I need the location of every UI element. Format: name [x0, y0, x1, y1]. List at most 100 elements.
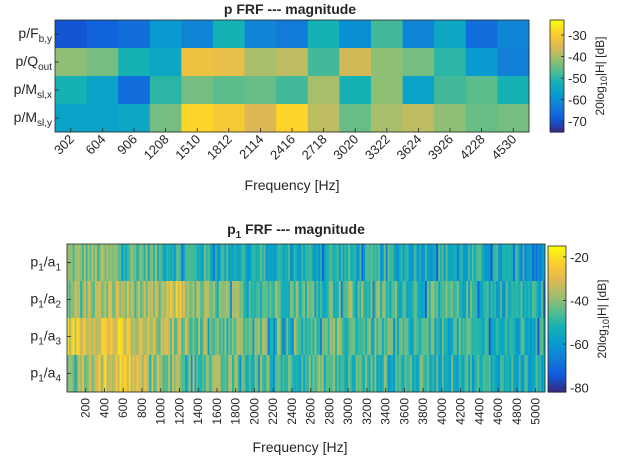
bottom-heatmap-cell: [211, 318, 214, 356]
bottom-row-label: p1/a3: [30, 328, 61, 348]
bottom-heatmap-cell: [241, 355, 244, 393]
bottom-heatmap-cell: [329, 281, 332, 319]
bottom-x-tick-label: 3600: [397, 398, 411, 425]
bottom-heatmap-cell: [395, 355, 398, 393]
top-heatmap-cell: [465, 76, 498, 105]
top-heatmap-cell: [55, 48, 87, 77]
bottom-heatmap-cell: [312, 244, 315, 282]
bottom-heatmap-cell: [518, 244, 521, 282]
bottom-heatmap-cell: [411, 318, 415, 356]
bottom-heatmap-cell: [218, 355, 222, 393]
bottom-heatmap-cell: [494, 244, 497, 282]
bottom-heatmap-cell: [503, 318, 506, 356]
bottom-heatmap-cell: [486, 318, 490, 356]
top-heatmap-cell: [402, 20, 435, 49]
bottom-heatmap-cell: [378, 355, 381, 393]
bottom-heatmap-cell: [393, 318, 396, 356]
bottom-heatmap-cell: [243, 355, 246, 393]
bottom-heatmap-cell: [76, 355, 79, 393]
bottom-heatmap-cell: [147, 355, 150, 393]
bottom-heatmap-cell: [295, 244, 298, 282]
top-heatmap-cell: [55, 20, 87, 49]
bottom-heatmap-cell: [396, 355, 400, 393]
bottom-heatmap-cell: [293, 281, 296, 319]
bottom-heatmap-cell: [387, 318, 390, 356]
bottom-heatmap-cell: [218, 318, 222, 356]
bottom-colorbar-segment: [548, 270, 566, 274]
bottom-heatmap-cell: [239, 318, 242, 356]
bottom-heatmap-cell: [393, 281, 396, 319]
bottom-heatmap-cell: [383, 318, 386, 356]
bottom-colorbar-tick-label: -60: [570, 337, 589, 352]
bottom-heatmap-cell: [451, 244, 454, 282]
bottom-heatmap-cell: [402, 355, 405, 393]
top-colorbar-segment: [550, 46, 564, 49]
bottom-heatmap-cell: [224, 281, 227, 319]
bottom-colorbar-segment: [548, 374, 566, 378]
bottom-heatmap-cell: [190, 244, 193, 282]
bottom-heatmap-cell: [276, 281, 280, 319]
bottom-heatmap-cell: [252, 355, 255, 393]
bottom-heatmap-cell: [290, 244, 293, 282]
top-colorbar-segment: [550, 53, 564, 57]
bottom-colorbar-label: 20log10|H| [dB]: [595, 280, 611, 359]
bottom-heatmap-cell: [351, 355, 355, 393]
bottom-heatmap-cell: [466, 318, 469, 356]
bottom-heatmap-cell: [119, 355, 122, 393]
bottom-heatmap-cell: [346, 281, 349, 319]
bottom-heatmap-cell: [325, 355, 328, 393]
bottom-colorbar-segment: [548, 382, 566, 386]
bottom-heatmap-cell: [359, 355, 362, 393]
bottom-heatmap-cell: [303, 355, 306, 393]
top-heatmap-cell: [307, 20, 340, 49]
bottom-heatmap-cell: [284, 355, 287, 393]
bottom-heatmap-cell: [483, 281, 486, 319]
bottom-heatmap-cell: [224, 244, 227, 282]
bottom-heatmap-cell: [106, 281, 109, 319]
bottom-heatmap-cell: [464, 355, 467, 393]
bottom-heatmap-cell: [421, 244, 424, 282]
bottom-heatmap-cell: [271, 318, 274, 356]
bottom-colorbar-segment: [548, 319, 566, 323]
bottom-heatmap-cell: [323, 355, 326, 393]
bottom-heatmap-cell: [413, 244, 416, 282]
bottom-heatmap-cell: [336, 244, 340, 282]
bottom-heatmap-cell: [126, 355, 130, 393]
bottom-heatmap-cell: [321, 244, 325, 282]
bottom-heatmap-cell: [155, 318, 158, 356]
bottom-heatmap-cell: [496, 318, 499, 356]
top-colorbar-segment: [550, 81, 564, 85]
top-colorbar-segment: [550, 98, 564, 101]
bottom-heatmap-cell: [308, 355, 311, 393]
bottom-heatmap-cell: [130, 244, 133, 282]
bottom-heatmap-cell: [222, 318, 225, 356]
bottom-heatmap-cell: [348, 355, 351, 393]
bottom-heatmap-cell: [366, 355, 370, 393]
bottom-heatmap-cell: [385, 318, 388, 356]
bottom-plot-frame: [66, 243, 546, 393]
bottom-heatmap-cell: [501, 281, 505, 319]
bottom-heatmap-cell: [340, 281, 343, 319]
top-x-tick-label: 3926: [425, 132, 456, 163]
bottom-heatmap-cell: [213, 318, 216, 356]
bottom-heatmap-cell: [312, 318, 315, 356]
bottom-heatmap-cell: [117, 355, 120, 393]
bottom-heatmap-cell: [70, 244, 73, 282]
bottom-heatmap-cell: [430, 281, 433, 319]
bottom-heatmap-cell: [425, 244, 428, 282]
bottom-heatmap-cell: [351, 318, 355, 356]
bottom-colorbar-segment: [548, 284, 566, 288]
bottom-heatmap-cell: [363, 355, 366, 393]
bottom-heatmap-cell: [513, 355, 516, 393]
bottom-heatmap-cell: [269, 244, 272, 282]
bottom-heatmap-cell: [363, 281, 366, 319]
bottom-x-tick-label: 400: [97, 398, 111, 418]
bottom-heatmap-cell: [171, 281, 175, 319]
bottom-row-label: p1/a4: [30, 365, 61, 385]
bottom-heatmap-cell: [170, 244, 173, 282]
bottom-heatmap-cell: [528, 281, 531, 319]
bottom-heatmap-cell: [366, 281, 370, 319]
bottom-heatmap-cell: [462, 281, 465, 319]
bottom-colorbar-segment: [548, 370, 566, 374]
bottom-colorbar-segment: [548, 260, 566, 264]
